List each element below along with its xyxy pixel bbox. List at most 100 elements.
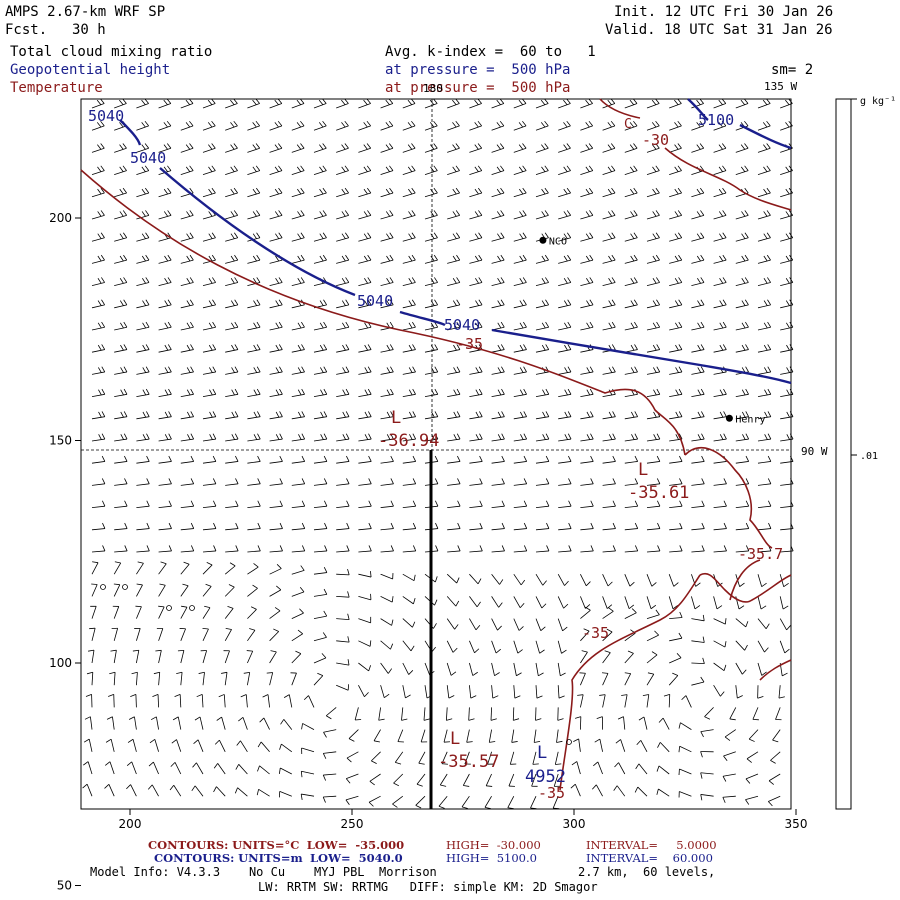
wind-barb-shaft [114,349,128,353]
wind-barb-shaft [757,393,771,397]
wind-barb-shaft [247,304,261,309]
wind-barb-shaft [735,438,749,442]
wind-barb-flag [745,411,749,417]
wind-barb-shaft [136,147,149,153]
wind-barb-shaft [637,786,648,797]
station-dot [725,414,733,422]
wind-barb-flag [585,255,590,262]
wind-barb-flag [452,188,457,195]
wind-barb [424,120,438,131]
wind-barb-flag [341,233,346,239]
wind-barb [558,299,572,309]
wind-barb-flag [722,776,727,782]
wind-barb [247,98,260,109]
wind-barb-shaft [202,586,212,597]
wind-barb [447,232,461,242]
wind-barb-flag [256,299,261,306]
wind-barb-flag [785,300,790,306]
wind-barb [214,739,226,752]
wind-barb [402,344,416,353]
wind-barb [713,662,727,671]
wind-barb [83,738,93,752]
wind-barb-shaft [323,729,337,733]
wind-barb-flag [101,433,106,440]
wind-barb-shaft [380,259,394,264]
wind-barb-shaft [713,103,726,109]
wind-barb-flag [519,367,524,373]
wind-barb-shaft [513,326,527,331]
wind-barb [380,478,394,486]
wind-barb-flag [123,433,128,440]
wind-barb [158,120,172,131]
wind-barb-flag [744,644,748,651]
wind-barb-flag [516,672,522,677]
wind-barb [624,299,638,309]
wind-barb-shaft [247,170,260,175]
wind-barb-shaft [114,304,127,309]
wind-barb-shaft [558,349,572,353]
wind-barb-shaft [368,795,381,803]
wind-barb-flag [423,718,430,721]
wind-barb-shaft [646,147,660,153]
wind-barb-flag [322,774,327,781]
wind-barb-flag [785,233,790,239]
wind-barb [669,522,683,531]
wind-barb [158,366,172,375]
wind-barb [757,433,772,442]
wind-barb-shaft [757,103,771,109]
wind-barb-flag [455,143,460,149]
wind-barb-flag [513,718,520,721]
wind-barb-flag [433,623,437,629]
wind-barb-shaft [380,618,392,626]
wind-barb-flag [452,255,457,262]
wind-barb [109,671,116,686]
wind-barb-flag [145,232,150,238]
wind-barb-shaft [669,349,683,353]
wind-barb-flag [363,211,368,217]
wind-barb [114,187,127,198]
wind-barb-shaft [269,651,277,664]
wind-barb-shaft [180,628,186,641]
wind-barb-flag [722,277,727,283]
wind-barb-flag [723,545,727,552]
wind-barb-flag [450,671,457,676]
wind-barb-shaft [757,596,762,610]
wind-barb [558,321,572,331]
wind-barb-shaft [247,214,260,220]
wind-barb-flag [218,694,225,698]
wind-barb-flag [742,669,747,675]
wind-barb-flag [153,671,160,675]
wind-barb [491,500,505,508]
wind-barb-shaft [535,282,549,286]
wind-barb [513,662,522,677]
wind-barb [573,738,581,752]
wind-barb [336,388,350,397]
wind-barb-shaft [114,125,127,131]
wind-barb-flag [499,98,505,104]
wind-barb [646,545,661,553]
wind-barb-flag [522,277,527,283]
wind-barb-shaft [91,103,105,109]
wind-barb [646,574,657,587]
wind-barb [691,210,705,220]
wind-barb [202,545,217,553]
wind-barb-flag [497,233,502,239]
wind-barb-flag [608,278,613,284]
wind-barb-flag [123,232,128,238]
wind-barb [291,254,305,264]
wind-barb-shaft [131,761,137,775]
wind-barb-shaft [469,192,482,198]
wind-barb-shaft [424,214,438,220]
wind-barb-shaft [180,528,194,531]
wind-barb-shaft [402,147,416,153]
wind-barb-flag [322,143,327,149]
wind-barb-flag [211,165,216,171]
wind-barb-flag [785,99,790,105]
wind-barb-flag [721,120,727,127]
wind-barb-flag [405,694,411,699]
wind-barb [446,596,460,607]
wind-barb-flag [341,122,346,128]
station-dot [539,236,547,244]
wind-barb-shaft [291,528,305,531]
wind-barb-shaft [202,650,208,664]
